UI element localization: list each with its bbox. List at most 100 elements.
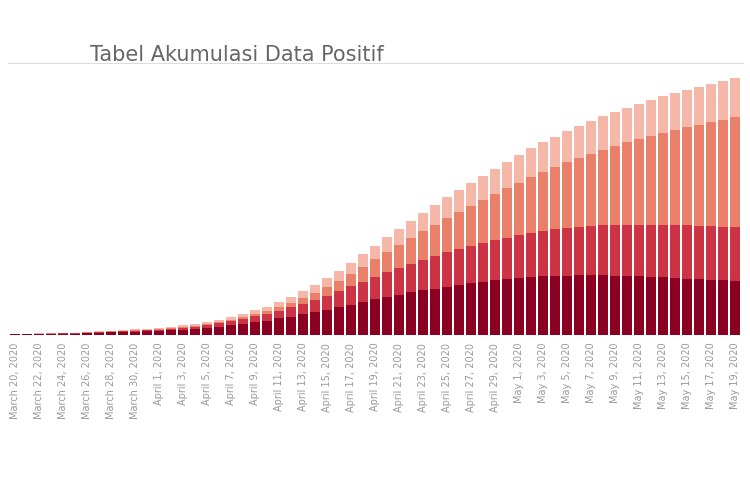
Bar — [610, 112, 620, 146]
Bar — [634, 224, 644, 276]
Bar — [562, 131, 572, 162]
Bar — [574, 126, 584, 158]
Bar — [586, 276, 596, 335]
Bar — [298, 292, 307, 298]
Bar — [598, 276, 608, 335]
Bar — [406, 238, 416, 264]
Bar — [370, 277, 380, 299]
Bar — [142, 328, 152, 330]
Bar — [646, 277, 656, 335]
Bar — [490, 240, 500, 281]
Bar — [178, 330, 188, 335]
Bar — [166, 326, 176, 328]
Bar — [250, 316, 259, 322]
Bar — [538, 142, 548, 172]
Bar — [670, 93, 680, 130]
Bar — [238, 324, 248, 335]
Bar — [634, 104, 644, 139]
Bar — [610, 146, 620, 225]
Bar — [334, 291, 344, 307]
Bar — [598, 226, 608, 276]
Bar — [478, 176, 488, 200]
Bar — [490, 169, 500, 194]
Bar — [358, 302, 368, 335]
Bar — [82, 333, 92, 335]
Bar — [550, 230, 560, 276]
Bar — [622, 108, 632, 142]
Bar — [274, 307, 284, 310]
Bar — [262, 314, 272, 320]
Bar — [419, 290, 428, 335]
Bar — [130, 332, 140, 335]
Bar — [478, 243, 488, 282]
Bar — [154, 329, 164, 330]
Bar — [370, 300, 380, 335]
Bar — [178, 326, 188, 328]
Bar — [550, 276, 560, 335]
Bar — [694, 124, 704, 226]
Bar — [214, 324, 223, 326]
Bar — [682, 127, 692, 226]
Bar — [394, 229, 404, 245]
Bar — [419, 260, 428, 290]
Bar — [514, 182, 524, 236]
Bar — [526, 177, 536, 233]
Bar — [346, 274, 355, 286]
Bar — [166, 328, 176, 330]
Bar — [658, 278, 668, 335]
Bar — [226, 322, 236, 326]
Bar — [694, 226, 704, 280]
Bar — [70, 334, 80, 335]
Bar — [322, 287, 332, 296]
Bar — [298, 314, 307, 335]
Bar — [358, 282, 368, 302]
Bar — [226, 320, 236, 322]
Bar — [190, 329, 200, 335]
Bar — [250, 322, 259, 335]
Bar — [526, 277, 536, 335]
Bar — [346, 286, 355, 304]
Bar — [142, 330, 152, 332]
Bar — [82, 332, 92, 333]
Bar — [46, 334, 56, 335]
Bar — [58, 334, 68, 335]
Bar — [286, 303, 296, 308]
Bar — [634, 276, 644, 335]
Bar — [94, 333, 104, 335]
Bar — [322, 296, 332, 310]
Bar — [682, 90, 692, 127]
Bar — [142, 332, 152, 335]
Bar — [274, 310, 284, 318]
Bar — [514, 236, 524, 278]
Bar — [310, 285, 320, 293]
Bar — [730, 281, 740, 335]
Bar — [670, 130, 680, 225]
Bar — [370, 260, 380, 277]
Bar — [406, 220, 416, 238]
Bar — [562, 276, 572, 335]
Bar — [250, 314, 259, 316]
Bar — [730, 117, 740, 227]
Bar — [154, 330, 164, 331]
Bar — [670, 278, 680, 335]
Bar — [442, 198, 452, 218]
Bar — [130, 330, 140, 331]
Bar — [190, 324, 200, 326]
Bar — [442, 218, 452, 252]
Bar — [370, 246, 380, 260]
Bar — [226, 326, 236, 335]
Bar — [334, 271, 344, 280]
Bar — [238, 319, 248, 324]
Bar — [466, 206, 476, 246]
Bar — [706, 226, 716, 280]
Bar — [538, 172, 548, 231]
Bar — [622, 142, 632, 224]
Bar — [419, 212, 428, 232]
Bar — [622, 276, 632, 335]
Bar — [550, 136, 560, 167]
Bar — [190, 326, 200, 329]
Bar — [262, 306, 272, 311]
Bar — [214, 320, 223, 322]
Bar — [610, 276, 620, 335]
Bar — [286, 308, 296, 316]
